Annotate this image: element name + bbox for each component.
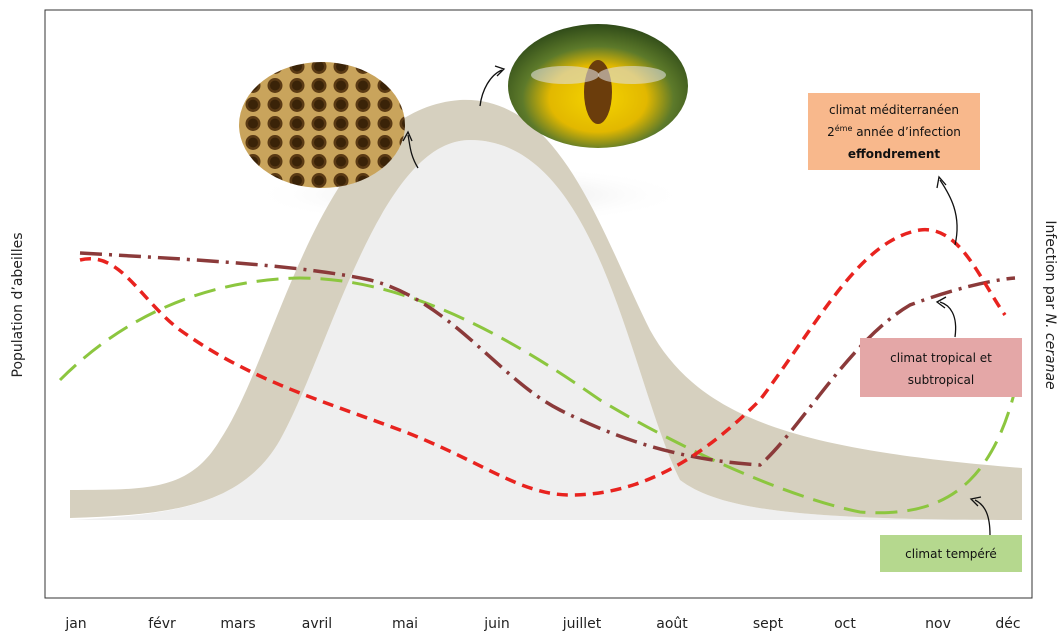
honeycomb-image bbox=[239, 62, 405, 188]
annotation: éme bbox=[835, 123, 853, 133]
population-area bbox=[70, 140, 1022, 520]
y2-axis-label: N. ceranae bbox=[1042, 314, 1058, 390]
annotation: climat tempéré bbox=[905, 547, 997, 561]
annotation: 2 bbox=[827, 125, 835, 139]
month-label: févr bbox=[148, 616, 176, 632]
bee-wing bbox=[531, 66, 599, 84]
month-label: déc bbox=[995, 616, 1020, 632]
mediterranean-box bbox=[808, 93, 980, 170]
annotation: effondrement bbox=[848, 147, 940, 161]
annotation: 2éme année d’infection bbox=[827, 123, 961, 139]
tropical-box bbox=[860, 338, 1022, 397]
month-label: juillet bbox=[562, 616, 602, 632]
temperate-box bbox=[880, 535, 1022, 572]
annotation: climat méditerranéen bbox=[829, 103, 959, 117]
month-label: jan bbox=[64, 616, 86, 632]
temperate-curve bbox=[58, 276, 1017, 515]
population-band bbox=[70, 99, 1022, 521]
y-axis-label: Population d’abeilles bbox=[10, 233, 26, 378]
tropical-curve bbox=[79, 251, 1016, 467]
month-label: juin bbox=[483, 616, 510, 632]
y2-axis-label: Infection par N. ceranae bbox=[1042, 220, 1058, 389]
month-label: sept bbox=[753, 616, 784, 632]
mediterranean-curve bbox=[79, 228, 1007, 497]
month-label: avril bbox=[302, 616, 332, 632]
y2-axis-label: Infection par bbox=[1042, 220, 1058, 313]
month-label: nov bbox=[925, 616, 951, 632]
month-labels: jan févr mars avril mai juin juillet août sept oc… bbox=[64, 616, 1020, 632]
annotation: année d’infection bbox=[852, 125, 961, 139]
bee-wing bbox=[598, 66, 666, 84]
month-label: août bbox=[656, 616, 688, 632]
month-label: mars bbox=[220, 616, 255, 632]
arrows bbox=[402, 65, 991, 536]
month-label: mai bbox=[392, 616, 418, 632]
month-label: oct bbox=[834, 616, 856, 632]
frame bbox=[44, 9, 1033, 599]
annotation: subtropical bbox=[908, 373, 974, 387]
annotation: climat tropical et bbox=[890, 351, 992, 365]
